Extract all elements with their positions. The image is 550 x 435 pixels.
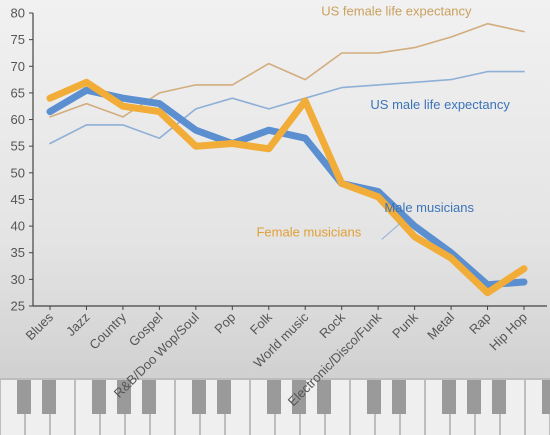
- piano-key: [401, 380, 424, 435]
- piano-black-key: [367, 380, 381, 414]
- piano-keys-decoration: [0, 378, 550, 435]
- piano-key: [51, 380, 74, 435]
- series-lines: [46, 22, 528, 297]
- series-label: Male musicians: [384, 200, 474, 215]
- series-labels: US female life expectancy US male life ex…: [256, 4, 510, 240]
- piano-key: [226, 380, 249, 435]
- series-line-us-male-life-expectancy: [49, 70, 525, 145]
- series-line-us-female-life-expectancy: [49, 22, 525, 118]
- series-line-female-musicians: [46, 78, 528, 297]
- piano-black-key: [217, 380, 231, 414]
- y-tick-label: 55: [11, 139, 25, 154]
- piano-black-key: [92, 380, 106, 414]
- y-tick-label: 25: [11, 299, 25, 314]
- piano-black-key: [392, 380, 406, 414]
- y-tick-label: 60: [11, 112, 25, 127]
- piano-black-key: [467, 380, 481, 414]
- label-leader-line: [381, 223, 401, 240]
- piano-key: [326, 380, 349, 435]
- piano-black-key: [42, 380, 56, 414]
- y-tick-label: 80: [11, 6, 25, 21]
- series-line-male-musicians: [46, 86, 528, 289]
- piano-black-key: [542, 380, 550, 414]
- y-axis-ticks: 25 30 35 40 45 50 55 60 65 70 75 80: [11, 6, 33, 314]
- y-tick-label: 45: [11, 192, 25, 207]
- series-label: US female life expectancy: [321, 4, 472, 19]
- piano-black-key: [317, 380, 331, 414]
- axes: [32, 13, 547, 307]
- y-tick-label: 75: [11, 32, 25, 47]
- piano-black-key: [142, 380, 156, 414]
- piano-black-key: [442, 380, 456, 414]
- y-tick-label: 50: [11, 165, 25, 180]
- piano-black-key: [492, 380, 506, 414]
- piano-black-key: [117, 380, 131, 414]
- piano-black-key: [192, 380, 206, 414]
- y-tick-label: 70: [11, 59, 25, 74]
- y-tick-label: 65: [11, 85, 25, 100]
- y-tick-label: 40: [11, 219, 25, 234]
- y-tick-label: 30: [11, 272, 25, 287]
- piano-black-key: [267, 380, 281, 414]
- piano-black-key: [292, 380, 306, 414]
- piano-key: [501, 380, 524, 435]
- y-tick-label: 35: [11, 245, 25, 260]
- series-label: US male life expectancy: [370, 97, 510, 112]
- piano-key: [151, 380, 174, 435]
- series-label: Female musicians: [256, 225, 361, 240]
- piano-black-key: [17, 380, 31, 414]
